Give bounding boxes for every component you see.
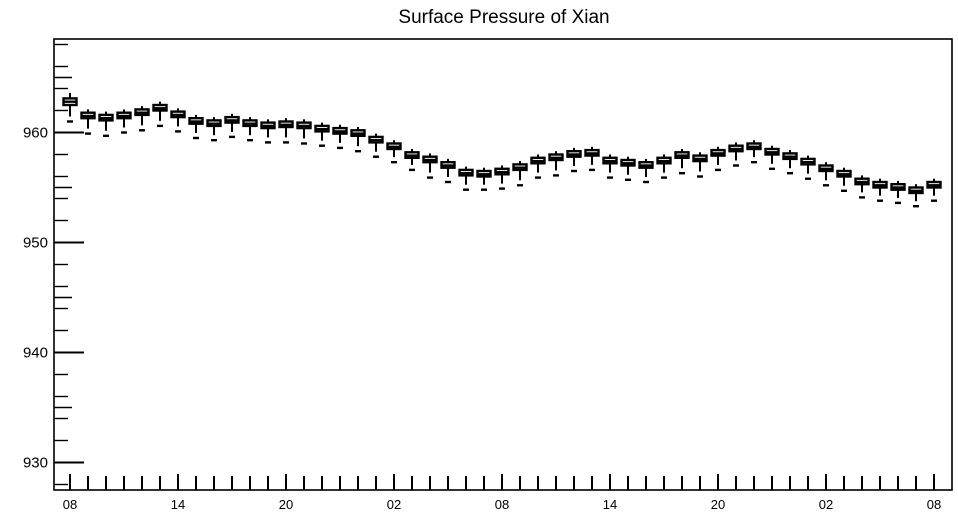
box-series [62,92,942,208]
box-37 [710,146,726,172]
box-40 [764,145,780,171]
x-tick-label: 08 [927,497,941,512]
box-3 [98,111,114,138]
x-tick-label: 14 [171,497,185,512]
plot-frame [53,38,953,491]
box-7 [170,108,186,133]
box-4 [116,109,132,134]
box-9 [206,117,222,142]
box-20 [404,149,420,172]
box-46 [872,178,888,202]
box-47 [890,180,906,205]
box-5 [134,106,150,132]
box-2 [80,109,96,135]
box-25 [494,165,510,190]
box-16 [332,124,348,150]
y-tick-label: 940 [23,345,48,362]
box-24 [476,167,492,191]
box-45 [854,175,870,199]
box-39 [746,140,762,164]
box-21 [422,153,438,179]
box-42 [800,155,816,180]
box-41 [782,150,798,175]
box-31 [602,154,618,179]
box-29 [566,147,582,173]
box-15 [314,122,330,147]
box-32 [620,156,636,182]
box-49 [926,178,942,202]
x-tick-label: 02 [387,497,401,512]
box-10 [224,113,240,139]
box-28 [548,151,564,177]
box-17 [350,127,366,153]
box-11 [242,117,258,142]
box-12 [260,119,276,144]
box-48 [908,184,924,208]
box-22 [440,158,456,184]
box-23 [458,166,474,191]
y-tick-label: 950 [23,235,48,252]
x-tick-label: 08 [63,497,77,512]
y-tick-label: 930 [23,455,48,472]
x-tick-label: 14 [603,497,617,512]
box-43 [818,162,834,187]
box-35 [674,149,690,175]
x-tick-label: 02 [819,497,833,512]
chart-title: Surface Pressure of Xian [398,7,609,28]
box-13 [278,118,294,144]
x-axis: 08 14 20 02 08 14 20 02 08 [63,474,941,512]
box-30 [584,146,600,172]
y-tick-label: 960 [23,125,48,142]
box-1 [62,92,78,123]
box-14 [296,119,312,145]
x-tick-label: 08 [495,497,509,512]
box-36 [692,152,708,178]
y-axis: 930 940 950 960 [23,43,84,486]
box-34 [656,154,672,179]
x-tick-label: 20 [711,497,725,512]
box-6 [152,101,168,128]
box-19 [386,140,402,164]
box-38 [728,142,744,167]
box-27 [530,154,546,179]
x-tick-label: 20 [279,497,293,512]
box-18 [368,133,384,158]
box-8 [188,114,204,140]
box-44 [836,167,852,193]
box-33 [638,158,654,184]
box-26 [512,161,528,187]
